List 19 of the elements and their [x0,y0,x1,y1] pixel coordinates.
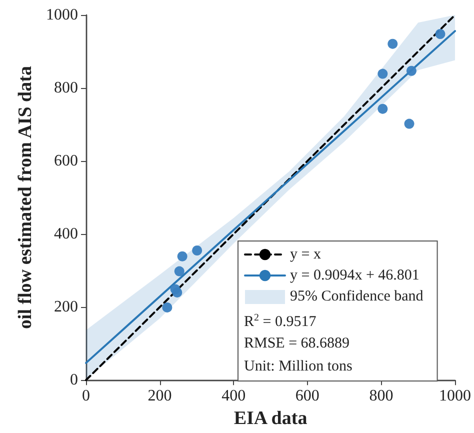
x-tick-label: 1000 [439,388,471,405]
annotation: Unit: Million tons [244,358,353,374]
y-tick-label: 200 [54,298,78,316]
annotation: RMSE = 68.6889 [244,336,350,352]
y-tick-label: 1000 [46,6,78,24]
x-tick-label: 0 [82,388,90,405]
y-tick-label: 800 [54,80,78,97]
y-axis-title: oil flow estimated from AIS data [15,66,36,330]
legend-label: y = x [290,246,322,262]
x-tick-label: 800 [369,388,394,405]
x-tick-label: 600 [295,388,320,405]
annotation: 95% Confidence band [290,288,424,304]
x-tick-label: 200 [148,388,172,405]
y-tick-label: 600 [54,152,78,170]
x-tick-label: 400 [222,388,246,405]
x-axis-title: EIA data [234,408,308,429]
legend-label: y = 0.9094x + 46.801 [290,268,420,284]
y-tick-label: 0 [70,372,78,389]
y-tick-label: 400 [54,226,78,243]
